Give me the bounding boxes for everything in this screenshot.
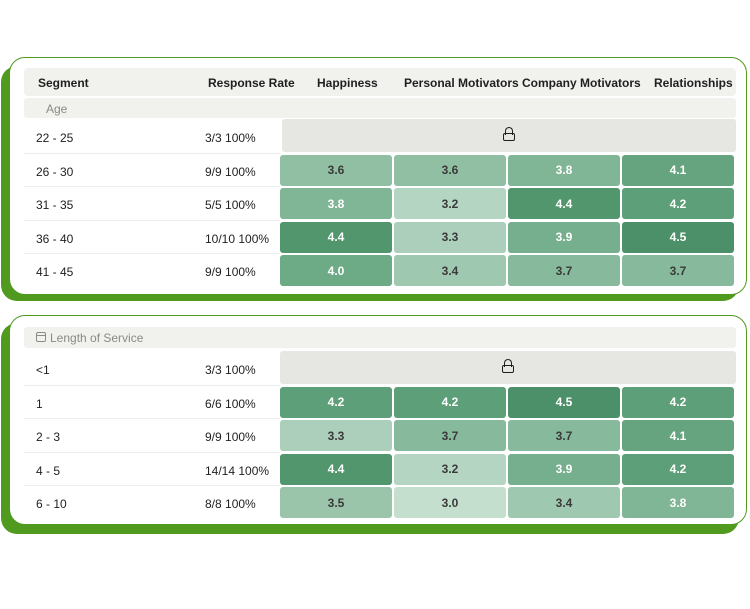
score-cell[interactable]: 4.2 bbox=[622, 453, 734, 485]
table-row[interactable]: 22 - 25 3/3 100% bbox=[24, 120, 736, 153]
score-cell[interactable]: 3.9 bbox=[508, 453, 620, 485]
segment-label: 22 - 25 bbox=[36, 131, 74, 145]
segment-label: 6 - 10 bbox=[36, 497, 67, 511]
response-rate-value: 3/3 100% bbox=[205, 363, 256, 377]
table-row[interactable]: 2 - 3 9/9 100% bbox=[24, 419, 736, 452]
row-divider bbox=[24, 253, 280, 254]
response-rate-value: 8/8 100% bbox=[205, 497, 256, 511]
score-cell[interactable]: 4.5 bbox=[622, 221, 734, 253]
score-cell[interactable]: 4.2 bbox=[280, 386, 392, 418]
row-divider bbox=[24, 418, 280, 419]
score-cell[interactable]: 3.8 bbox=[622, 487, 734, 518]
segment-label: 26 - 30 bbox=[36, 164, 74, 179]
table-row[interactable]: 26 - 30 9/9 100% bbox=[24, 154, 736, 187]
score-cell[interactable]: 3.3 bbox=[394, 221, 506, 253]
response-rate-value: 9/9 100% bbox=[205, 430, 256, 444]
score-cell[interactable]: 4.1 bbox=[622, 154, 734, 186]
lock-icon bbox=[502, 359, 514, 373]
score-cell[interactable]: 3.6 bbox=[280, 154, 392, 186]
response-rate-value: 10/10 100% bbox=[205, 231, 270, 246]
score-cell[interactable]: 4.1 bbox=[622, 420, 734, 451]
score-cell[interactable]: 4.5 bbox=[508, 386, 620, 418]
table-row[interactable]: 4 - 5 14/14 100% bbox=[24, 453, 736, 486]
score-cell[interactable]: 3.7 bbox=[508, 255, 620, 286]
locked-cell bbox=[282, 119, 736, 152]
service-group-header: Length of Service bbox=[24, 327, 736, 348]
score-cell[interactable]: 4.4 bbox=[280, 221, 392, 253]
happiness-header[interactable]: Happiness bbox=[317, 76, 378, 90]
age-group-header: Age bbox=[24, 98, 736, 118]
score-cell[interactable]: 4.2 bbox=[394, 386, 506, 418]
segment-label: 36 - 40 bbox=[36, 231, 74, 246]
score-cell[interactable]: 4.4 bbox=[508, 188, 620, 219]
table-row[interactable]: 1 6/6 100% bbox=[24, 386, 736, 419]
score-cell[interactable]: 4.2 bbox=[622, 386, 734, 418]
company-motivators-header[interactable]: Company Motivators bbox=[522, 76, 641, 90]
score-cell[interactable]: 3.0 bbox=[394, 487, 506, 518]
segment-label: 4 - 5 bbox=[36, 463, 61, 478]
locked-cell bbox=[280, 351, 736, 384]
score-cell[interactable]: 3.4 bbox=[394, 255, 506, 286]
segment-label: 31 - 35 bbox=[36, 198, 74, 212]
segment-label: 2 - 3 bbox=[36, 430, 61, 444]
row-divider bbox=[24, 152, 280, 154]
table-row[interactable]: <1 3/3 100% bbox=[24, 352, 736, 385]
score-cell[interactable]: 4.2 bbox=[622, 188, 734, 219]
segment-header[interactable]: Segment bbox=[38, 76, 89, 90]
age-card: Segment Response Rate Happiness Personal… bbox=[9, 57, 747, 295]
score-cell[interactable]: 3.4 bbox=[508, 487, 620, 518]
response-rate-value: 14/14 100% bbox=[205, 463, 270, 478]
group-label: Age bbox=[46, 102, 68, 116]
response-rate-value: 9/9 100% bbox=[205, 265, 256, 279]
score-cell[interactable]: 3.2 bbox=[394, 453, 506, 485]
score-cell[interactable]: 3.7 bbox=[508, 420, 620, 451]
score-cell[interactable]: 3.3 bbox=[280, 420, 392, 451]
response-rate-header[interactable]: Response Rate bbox=[208, 76, 295, 90]
calendar-icon bbox=[36, 332, 46, 342]
segment-label: 1 bbox=[36, 396, 43, 411]
table-row[interactable]: 6 - 10 8/8 100% bbox=[24, 486, 736, 519]
score-cell[interactable]: 3.9 bbox=[508, 221, 620, 253]
response-rate-value: 9/9 100% bbox=[205, 164, 256, 179]
score-cell[interactable]: 3.8 bbox=[280, 188, 392, 219]
row-divider bbox=[24, 485, 280, 486]
score-cell[interactable]: 4.0 bbox=[280, 255, 392, 286]
response-rate-value: 5/5 100% bbox=[205, 198, 256, 212]
score-cell[interactable]: 3.8 bbox=[508, 154, 620, 186]
group-label: Length of Service bbox=[50, 331, 144, 345]
row-divider bbox=[24, 219, 280, 221]
personal-motivators-header[interactable]: Personal Motivators bbox=[404, 76, 519, 90]
service-card: Length of Service <1 3/3 100% 1 6/6 100% 4.2… bbox=[9, 315, 747, 525]
score-cell[interactable]: 3.5 bbox=[280, 487, 392, 518]
segment-label: <1 bbox=[36, 363, 50, 377]
score-cell[interactable]: 3.6 bbox=[394, 154, 506, 186]
score-cell[interactable]: 4.4 bbox=[280, 453, 392, 485]
response-rate-value: 3/3 100% bbox=[205, 131, 256, 145]
score-cell[interactable]: 3.7 bbox=[622, 255, 734, 286]
table-row[interactable]: 31 - 35 5/5 100% bbox=[24, 187, 736, 220]
segment-label: 41 - 45 bbox=[36, 265, 74, 279]
table-row[interactable]: 36 - 40 10/10 100% bbox=[24, 221, 736, 254]
row-divider bbox=[24, 384, 280, 386]
table-header: Segment Response Rate Happiness Personal… bbox=[24, 68, 736, 96]
lock-icon bbox=[503, 127, 515, 141]
table-row[interactable]: 41 - 45 9/9 100% bbox=[24, 254, 736, 287]
row-divider bbox=[24, 186, 280, 187]
relationships-header[interactable]: Relationships bbox=[654, 76, 733, 90]
response-rate-value: 6/6 100% bbox=[205, 396, 256, 411]
row-divider bbox=[24, 451, 280, 453]
score-cell[interactable]: 3.2 bbox=[394, 188, 506, 219]
score-cell[interactable]: 3.7 bbox=[394, 420, 506, 451]
